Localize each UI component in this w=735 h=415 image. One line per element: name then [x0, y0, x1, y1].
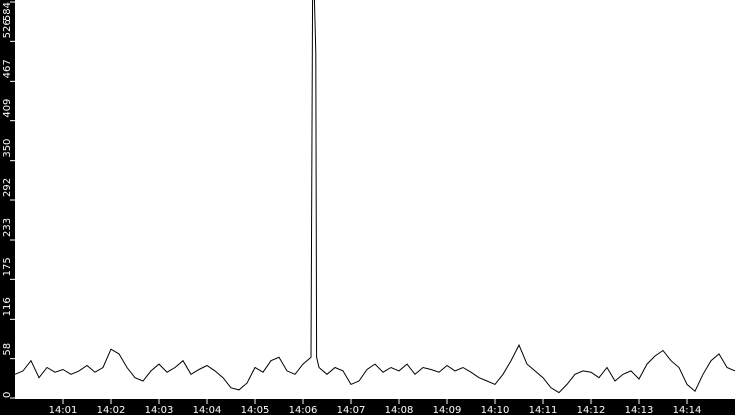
x-tick-label: 14:09: [433, 405, 462, 415]
x-tick-label: 14:05: [241, 405, 270, 415]
y-tick-label: 58: [2, 343, 13, 356]
plot-area: [15, 0, 735, 399]
x-tick-label: 14:01: [49, 405, 78, 415]
x-tick-label: 14:11: [529, 405, 558, 415]
y-tick-label: 175: [2, 257, 13, 276]
x-tick-label: 14:03: [145, 405, 174, 415]
y-tick-label: 292: [2, 178, 13, 197]
x-tick-label: 14:10: [481, 405, 510, 415]
x-axis: 14:01 14:02 14:03 14:04 14:05 14:06 14:07 14:08…: [49, 399, 702, 415]
y-tick-label: 116: [2, 297, 13, 316]
y-tick-label: 233: [2, 218, 13, 237]
y-tick-label: 467: [2, 59, 13, 78]
series-group: [14, 0, 735, 394]
series-line: [14, 0, 735, 394]
y-tick-label: 584: [2, 2, 13, 21]
x-tick-label: 14:06: [289, 405, 318, 415]
y-tick-label: 0: [2, 392, 13, 398]
x-tick-label: 14:04: [193, 405, 222, 415]
x-tick-label: 14:14: [673, 405, 702, 415]
x-tick-label: 14:12: [577, 405, 606, 415]
x-tick-label: 14:08: [385, 405, 414, 415]
x-tick-label: 14:13: [625, 405, 654, 415]
y-tick-label: 350: [2, 139, 13, 158]
y-tick-label: 526: [2, 19, 13, 38]
x-tick-label: 14:07: [337, 405, 366, 415]
y-tick-label: 409: [2, 99, 13, 118]
x-tick-label: 14:02: [97, 405, 126, 415]
